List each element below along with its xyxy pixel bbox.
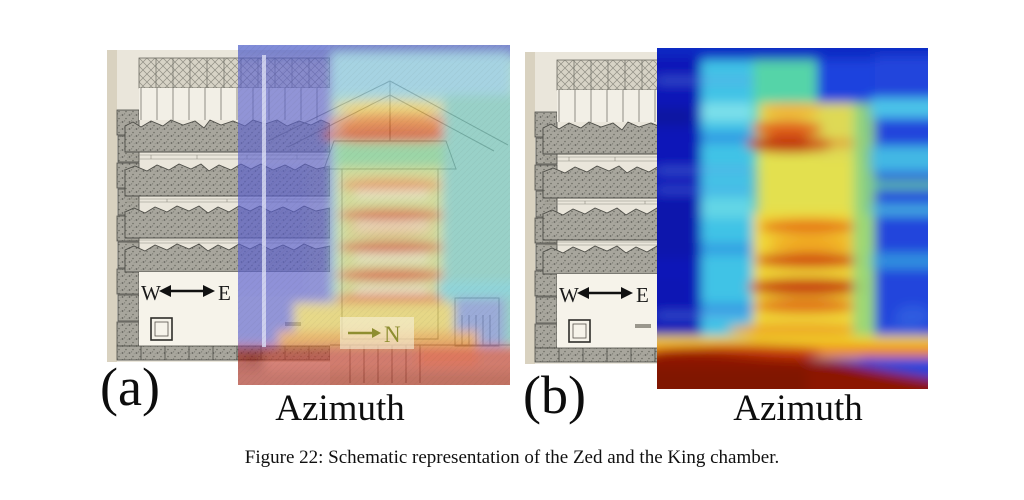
tie-lines [545, 156, 658, 246]
axis-label-b: Azimuth [733, 388, 863, 429]
figure-caption: Figure 22: Schematic representation of t… [244, 447, 780, 468]
king-chamber: W E [557, 274, 658, 348]
hatched-band [556, 59, 658, 91]
zed-schematic-b-drawing: W E [525, 52, 658, 364]
floor-band [534, 347, 658, 363]
scale-mark [635, 324, 651, 328]
sarcophagus-box [150, 317, 173, 341]
west-label: W [141, 281, 161, 305]
east-label: E [636, 283, 649, 307]
west-label: W [559, 283, 579, 307]
zed-schematic-b: W E [525, 52, 658, 364]
colonnade-band [557, 90, 658, 122]
arrowhead-east-icon [203, 285, 215, 297]
sarcophagus-box [568, 319, 591, 343]
panel-label-b: (b) [523, 365, 586, 425]
east-label: E [218, 281, 231, 305]
arrowhead-east-icon [621, 287, 633, 299]
panel-label-a: (a) [100, 357, 160, 417]
axis-label-a: Azimuth [275, 388, 405, 429]
north-label: N [384, 322, 401, 347]
stone-rows [542, 121, 658, 275]
heatmap-field [657, 48, 928, 389]
arrowhead-west-icon [159, 285, 171, 297]
arrowhead-west-icon [577, 287, 589, 299]
north-indicator: N [340, 317, 414, 349]
azimuth-heatmap-b [657, 48, 928, 389]
azimuth-heatmap-overlay-a: N [238, 45, 510, 385]
